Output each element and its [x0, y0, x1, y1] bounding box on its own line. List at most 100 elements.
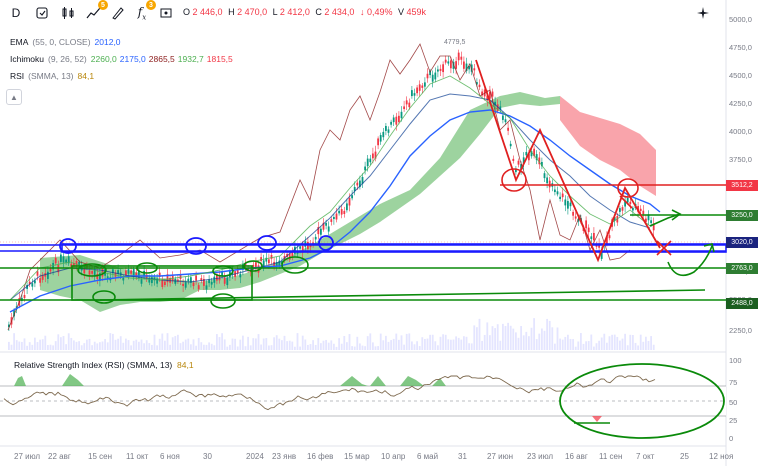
candle-body [239, 273, 242, 278]
volume-bar [255, 338, 257, 350]
volume-bar [208, 342, 210, 350]
volume-bar [47, 345, 49, 350]
more-icon[interactable] [156, 3, 176, 23]
candle-body [548, 180, 551, 188]
volume-bar [598, 340, 600, 350]
volume-bars [8, 318, 655, 350]
volume-bar [489, 335, 491, 350]
volume-bar [426, 338, 429, 350]
interval-button[interactable]: D [11, 6, 21, 20]
volume-bar [257, 334, 260, 350]
volume-bar [525, 331, 528, 350]
volume-bar [476, 327, 478, 350]
candle-body [62, 256, 65, 263]
volume-bar [645, 336, 647, 350]
time-tick: 10 апр [381, 452, 406, 461]
drawing-icon[interactable] [108, 3, 128, 23]
legend-ichimoku[interactable]: Ichimoku (9, 26, 52) 2260,0 2175,0 2865,5 193… [10, 54, 233, 64]
volume-bar [512, 328, 515, 350]
time-tick: 27 июн [487, 452, 514, 461]
volume-bar [86, 339, 88, 350]
time-tick: 6 май [417, 452, 439, 461]
legend-ema[interactable]: EMA (55, 0, CLOSE) 2012,0 [10, 37, 121, 47]
volume-bar [151, 344, 153, 350]
volume-bar [600, 337, 603, 350]
volume-bar [249, 345, 252, 350]
volume-bar [177, 334, 179, 350]
indicators-button[interactable]: fx 3 [132, 0, 156, 23]
time-tick: 12 ноя [709, 452, 734, 461]
alerts-button[interactable]: 5 [84, 0, 108, 23]
volume-bar [499, 340, 502, 350]
candle-body [533, 148, 535, 157]
candle-body [517, 160, 520, 165]
candle-body [262, 260, 265, 269]
volume-bar [320, 343, 322, 350]
candle-body [291, 250, 294, 257]
volume-bar [572, 339, 574, 350]
candle-body [369, 158, 372, 163]
volume-bar [424, 338, 426, 350]
candle-body [499, 106, 502, 111]
candle-body [301, 245, 304, 253]
rsi-pane-title[interactable]: Relative Strength Index (RSI) (SMMA, 13)… [14, 360, 194, 370]
candle-body [528, 154, 530, 161]
candle-body [348, 197, 351, 206]
volume-bar [580, 333, 582, 350]
time-tick: 16 фев [307, 452, 334, 461]
candle-body [390, 121, 392, 125]
chart-type-icon[interactable] [32, 3, 52, 23]
candle-body [600, 251, 603, 259]
candle-body [112, 269, 114, 274]
volume-bar [210, 343, 213, 350]
volume-bar [62, 336, 65, 350]
candle-body [450, 60, 452, 69]
candle-body [190, 277, 192, 283]
candle-body [411, 90, 413, 97]
candle-body [260, 257, 262, 262]
price-tick: 2250,0 [729, 326, 752, 335]
candle-body [613, 217, 616, 221]
volume-bar [231, 338, 234, 350]
candle-body [166, 274, 169, 283]
volume-bar [411, 341, 413, 350]
candle-body [148, 278, 151, 283]
candle-body [255, 262, 257, 268]
volume-bar [452, 339, 455, 350]
volume-bar [460, 339, 463, 350]
volume-bar [457, 337, 460, 350]
candle-body [366, 158, 369, 167]
annotation-red-zigzag [475, 59, 661, 263]
candle-body [494, 101, 496, 106]
candle-body [455, 61, 457, 69]
sparkle-icon[interactable] [692, 3, 714, 23]
ichimoku-lagging-line [7, 43, 631, 331]
candle-body [632, 207, 634, 211]
candle-body [182, 283, 184, 286]
chevron-up-icon[interactable]: ▲ [6, 89, 22, 105]
annotation-green-circle-1 [77, 263, 107, 277]
volume-bar [632, 335, 634, 350]
volume-bar [590, 334, 593, 350]
volume-bar [205, 344, 208, 350]
volume-bar [273, 337, 275, 350]
candle-body [216, 274, 218, 281]
candle-body [210, 281, 213, 285]
annotation-green-circle-6 [243, 260, 263, 272]
candle-body [184, 282, 187, 288]
top-toolbar: D 5 fx 3 O 2 446,0 H 2 470,0 L 2 412,0 C… [0, 0, 758, 26]
time-tick: 15 мар [344, 452, 370, 461]
annotation-green-arrow-2 [703, 243, 715, 253]
candle-body [156, 278, 158, 284]
candles-icon[interactable] [58, 3, 78, 23]
volume-bar [639, 334, 642, 350]
candle-body [130, 270, 132, 274]
volume-bar [356, 336, 359, 350]
volume-bar [174, 336, 177, 350]
volume-bar [184, 339, 187, 350]
candle-body [442, 64, 444, 73]
candle-body [356, 182, 359, 186]
legend-rsi[interactable]: RSI (SMMA, 13) 84,1 [10, 71, 95, 81]
candle-body [567, 201, 569, 209]
